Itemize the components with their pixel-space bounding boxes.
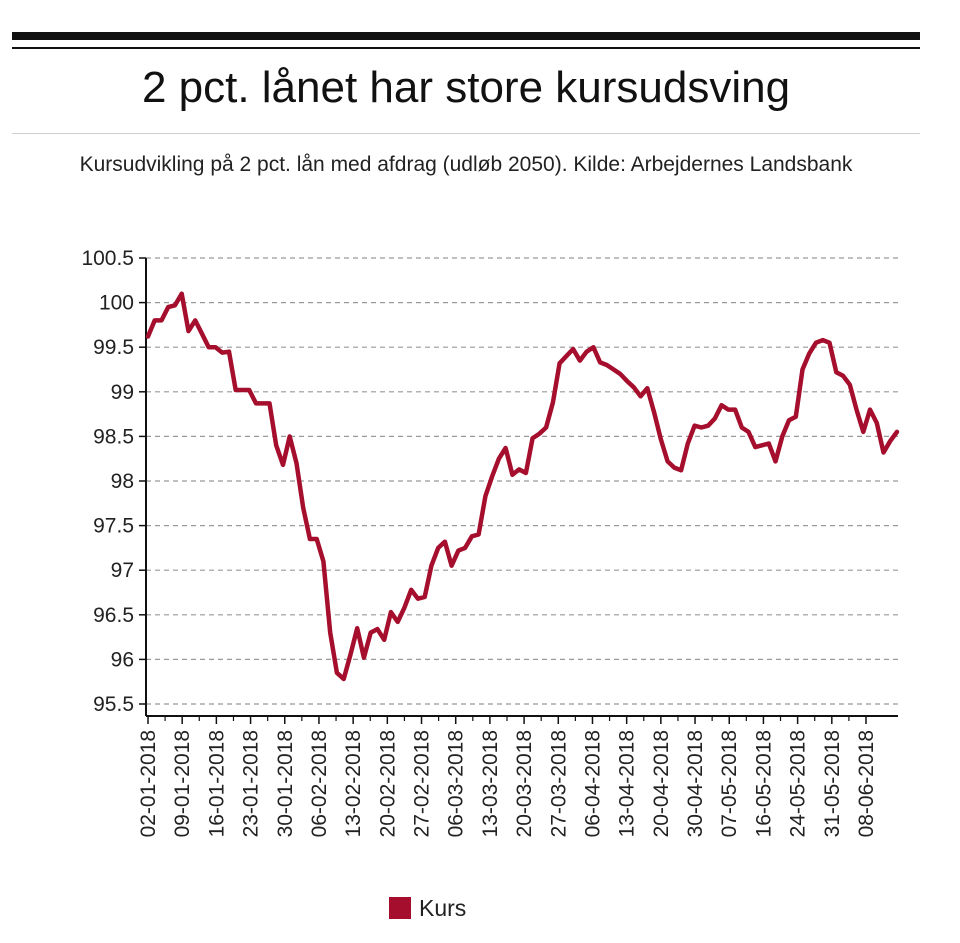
x-tick-label: 13-02-2018 [342,730,365,837]
x-tick-label: 13-04-2018 [616,730,639,837]
y-tick-label: 96.5 [93,604,134,627]
x-tick-label: 16-01-2018 [205,730,228,837]
series-line-kurs [145,291,900,682]
chart-subtitle: Kursudvikling på 2 pct. lån med afdrag (… [79,153,853,176]
legend-label-kurs: Kurs [419,894,467,921]
x-tick-label: 20-02-2018 [376,730,399,837]
y-tick-label: 100.5 [81,247,134,270]
y-tick-label: 99.5 [93,336,134,359]
x-tick-label: 08-06-2018 [855,730,878,837]
legend-swatch [389,897,411,919]
x-tick-label: 24-05-2018 [787,730,810,837]
x-tick-label: 27-02-2018 [411,730,434,837]
y-tick-label: 96 [111,648,134,671]
y-tick-label: 98 [111,470,134,493]
x-tick-label: 02-01-2018 [137,730,160,837]
y-tick-label: 100 [99,292,134,315]
y-tick-label: 97 [111,559,134,582]
x-tick-label: 06-02-2018 [308,730,331,837]
x-tick-label: 23-01-2018 [240,730,263,837]
x-tick-label: 30-04-2018 [684,730,707,837]
header-rule-thin [12,47,920,49]
x-tick-label: 09-01-2018 [171,730,194,837]
x-tick-label: 16-05-2018 [752,730,775,837]
header-rule-thick [12,32,920,40]
legend[interactable]: Kurs [389,893,466,923]
y-tick-label: 97.5 [93,515,134,538]
x-tick-label: 30-01-2018 [274,730,297,837]
title-divider [12,133,920,134]
x-tick-label: 31-05-2018 [821,730,844,837]
x-tick-label: 06-04-2018 [581,730,604,837]
chart-title: 2 pct. lånet har store kursudsving [141,63,791,112]
y-tick-label: 98.5 [93,425,134,448]
x-tick-label: 20-03-2018 [513,730,536,837]
y-tick-label: 99 [111,381,134,404]
x-tick-label: 07-05-2018 [718,730,741,837]
x-tick-label: 13-03-2018 [479,730,502,837]
y-tick-label: 95.5 [93,693,134,716]
x-tick-label: 27-03-2018 [547,730,570,837]
x-tick-label: 06-03-2018 [445,730,468,837]
x-tick-label: 20-04-2018 [650,730,673,837]
